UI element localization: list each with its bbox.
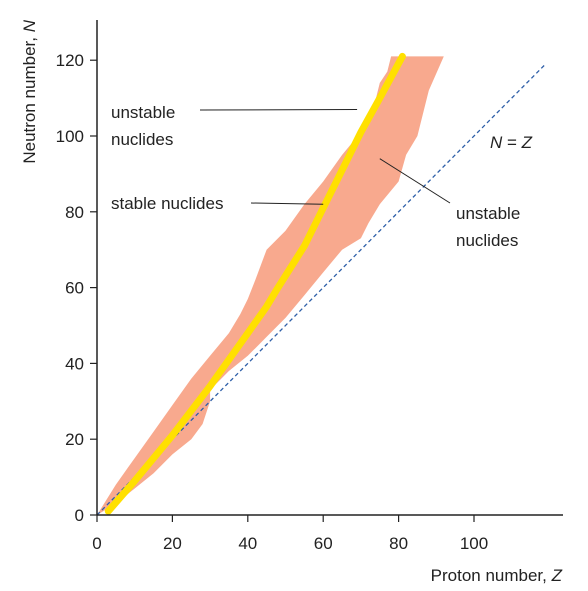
x-axis-ticks: 0 20 40 60 80 100 bbox=[92, 515, 488, 553]
n-equals-z-label: N = Z bbox=[490, 133, 533, 152]
annotation-unstable-lower-line2: nuclides bbox=[456, 231, 518, 250]
annotations: unstable nuclides stable nuclides unstabl… bbox=[111, 103, 533, 250]
annotation-unstable-lower: unstable nuclides bbox=[456, 204, 520, 250]
n-equals-z-label-n: N bbox=[490, 133, 503, 152]
annotation-unstable-upper-leader bbox=[199, 109, 358, 111]
y-tick-label: 80 bbox=[65, 203, 84, 222]
y-tick-label: 0 bbox=[75, 506, 84, 525]
x-axis-label-variable: Z bbox=[551, 566, 563, 585]
y-tick-label: 60 bbox=[65, 279, 84, 298]
x-tick-label: 40 bbox=[238, 534, 257, 553]
y-tick-label: 40 bbox=[65, 354, 84, 373]
stability-line bbox=[104, 52, 406, 515]
y-tick-label: 20 bbox=[65, 430, 84, 449]
y-tick-label: 120 bbox=[56, 51, 84, 70]
annotation-unstable-upper: unstable nuclides bbox=[111, 103, 175, 149]
x-axis-label: Proton number, Z bbox=[431, 566, 563, 585]
n-equals-z-label-eq: = bbox=[502, 133, 521, 152]
annotation-unstable-lower-leader bbox=[379, 158, 451, 204]
plot-area bbox=[96, 52, 547, 516]
annotation-stable-leader bbox=[250, 202, 324, 205]
x-axis-label-text: Proton number, bbox=[431, 566, 552, 585]
axes: 0 20 40 60 80 100 0 20 40 60 80 100 120 bbox=[56, 20, 563, 553]
unstable-nuclides-band bbox=[97, 56, 444, 516]
y-axis-ticks: 0 20 40 60 80 100 120 bbox=[56, 51, 97, 525]
y-axis-label-variable: N bbox=[20, 19, 39, 32]
annotation-stable: stable nuclides bbox=[111, 194, 223, 213]
annotation-unstable-upper-line2: nuclides bbox=[111, 130, 173, 149]
x-tick-label: 60 bbox=[314, 534, 333, 553]
y-axis-label-text: Neutron number, bbox=[20, 32, 39, 163]
annotation-unstable-upper-line1: unstable bbox=[111, 103, 175, 122]
annotation-unstable-lower-line1: unstable bbox=[456, 204, 520, 223]
y-axis-label: Neutron number, N bbox=[20, 19, 39, 163]
x-tick-label: 100 bbox=[460, 534, 488, 553]
n-equals-z-label-z: Z bbox=[521, 133, 533, 152]
x-tick-label: 0 bbox=[92, 534, 101, 553]
y-tick-label: 100 bbox=[56, 127, 84, 146]
x-tick-label: 20 bbox=[163, 534, 182, 553]
x-tick-label: 80 bbox=[389, 534, 408, 553]
